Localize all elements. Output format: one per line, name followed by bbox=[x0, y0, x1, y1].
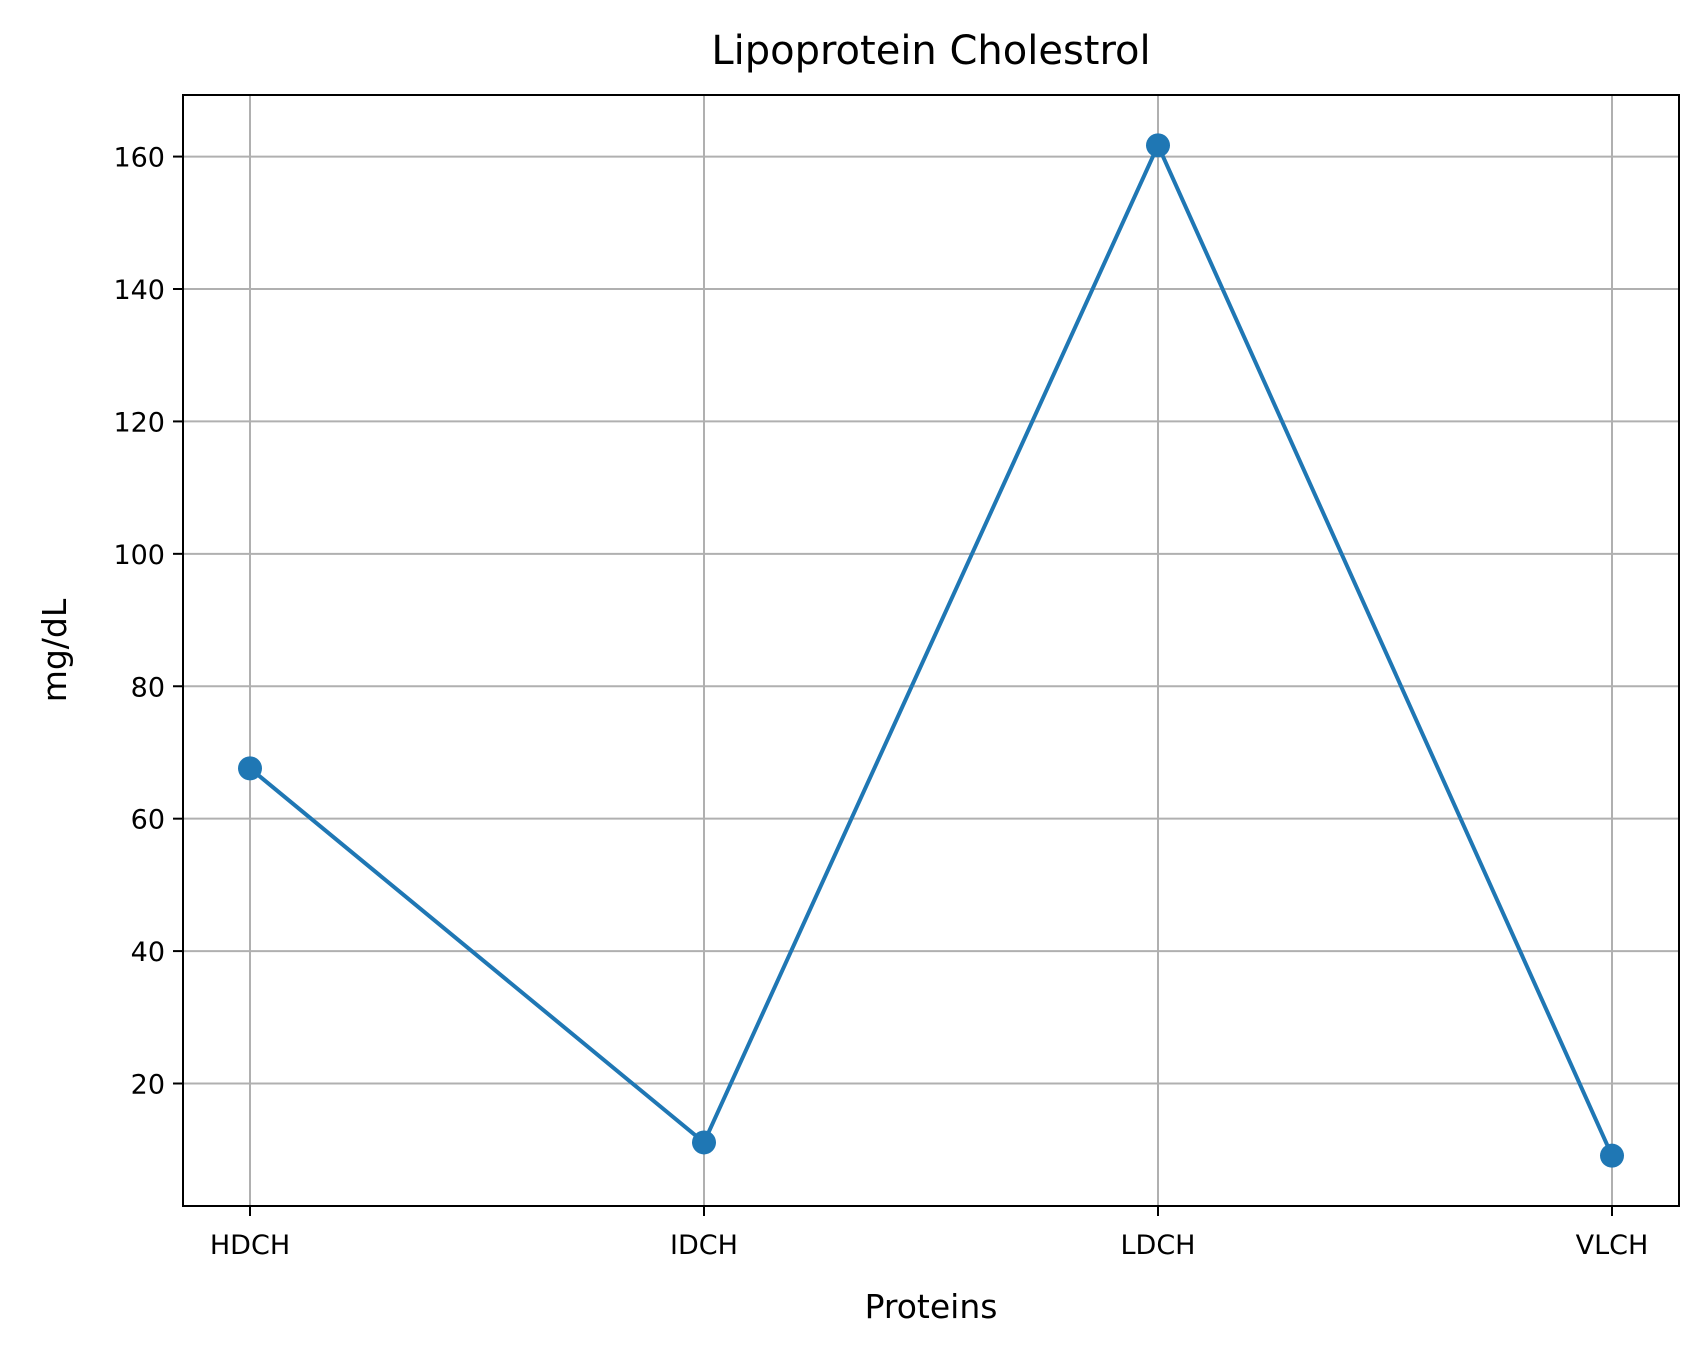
y-tick-label: 120 bbox=[113, 407, 165, 438]
data-point-hdch bbox=[238, 756, 262, 781]
series-layer bbox=[238, 133, 1624, 1168]
y-tick-label: 80 bbox=[131, 672, 165, 703]
plot-frame bbox=[182, 94, 1680, 1207]
y-tick-label: 40 bbox=[131, 937, 165, 968]
y-tick-label: 100 bbox=[113, 540, 165, 571]
x-tick-label: VLCH bbox=[1576, 1230, 1649, 1261]
y-tick-label: 140 bbox=[113, 275, 165, 306]
y-axis-label: mg/dL bbox=[35, 598, 74, 702]
axis-ticks: HDCH IDCH LDCH VLCH 20 40 60 80 100 120 140 160 bbox=[113, 143, 1648, 1261]
y-tick-label: 160 bbox=[113, 143, 165, 174]
x-axis-label: Proteins bbox=[865, 1287, 998, 1326]
x-tick-label: IDCH bbox=[670, 1230, 738, 1261]
data-point-ldch bbox=[1146, 133, 1170, 158]
x-tick-label: LDCH bbox=[1121, 1230, 1196, 1261]
x-tick-label: HDCH bbox=[210, 1230, 290, 1261]
series-line bbox=[247, 143, 1615, 1159]
chart-title: Lipoprotein Cholestrol bbox=[711, 28, 1150, 74]
data-point-vlch bbox=[1600, 1143, 1624, 1168]
y-tick-label: 60 bbox=[131, 805, 165, 836]
y-tick-label: 20 bbox=[131, 1070, 165, 1101]
data-point-idch bbox=[692, 1130, 716, 1155]
grid bbox=[183, 95, 1679, 1206]
